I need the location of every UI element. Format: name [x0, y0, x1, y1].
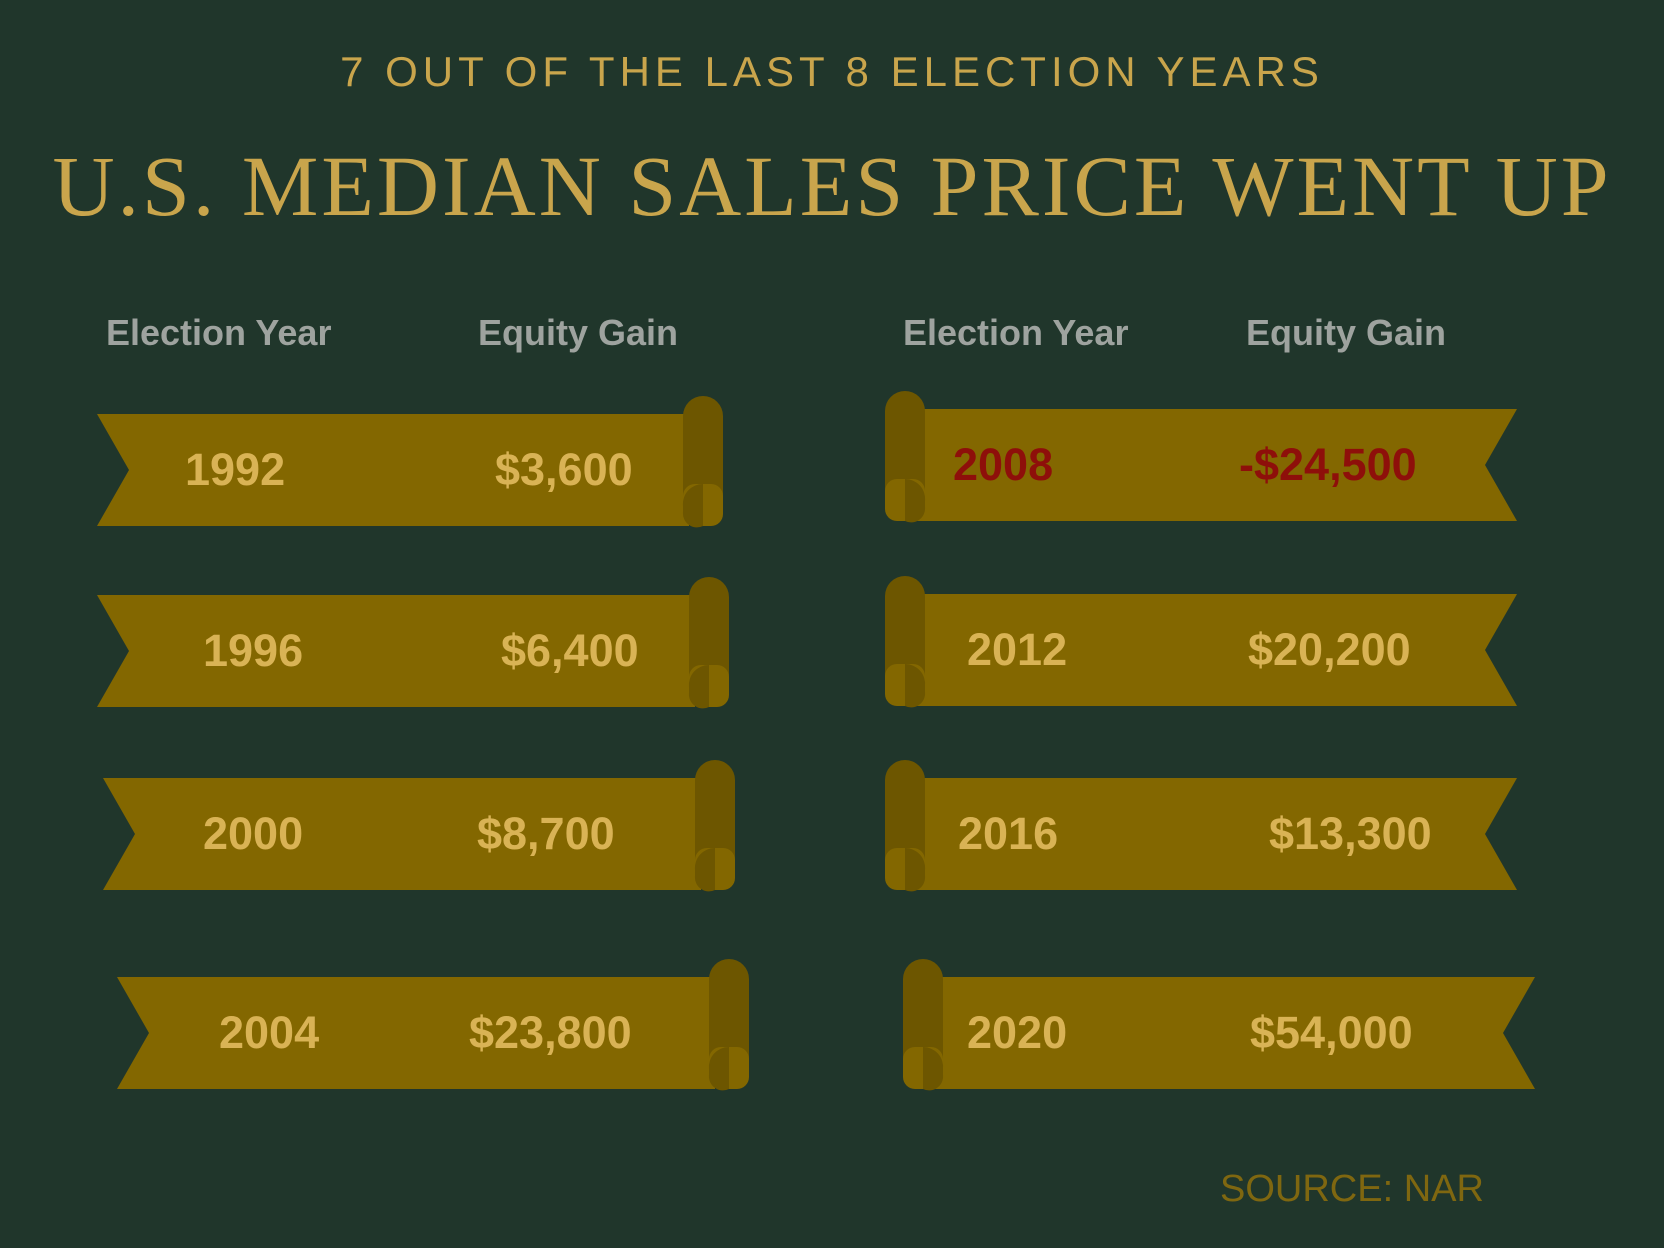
gain-value: $54,000 — [1250, 1007, 1413, 1058]
ribbon-row-2000: 2000 $8,700 — [103, 760, 735, 892]
ribbon-shape — [885, 576, 1517, 708]
ribbon-row-2020: 2020 $54,000 — [903, 959, 1535, 1091]
ribbon-row-1996: 1996 $6,400 — [97, 577, 729, 709]
ribbon-row-2016: 2016 $13,300 — [885, 760, 1517, 892]
left-gain-column-label: Equity Gain — [478, 312, 679, 353]
ribbon-shape — [885, 760, 1517, 892]
gain-value: $23,800 — [469, 1007, 632, 1058]
ribbon-shape — [885, 391, 1517, 523]
right-gain-column-label: Equity Gain — [1246, 312, 1447, 353]
year-value: 2008 — [953, 439, 1054, 490]
year-value: 1992 — [185, 444, 286, 495]
year-value: 2012 — [967, 624, 1068, 675]
gain-value: $20,200 — [1248, 624, 1411, 675]
ribbon-row-2012: 2012 $20,200 — [885, 576, 1517, 708]
ribbon-shape — [117, 959, 749, 1091]
ribbon-shape — [97, 396, 723, 528]
ribbon-shape — [97, 577, 729, 709]
year-value: 2004 — [219, 1007, 320, 1058]
ribbon-row-2004: 2004 $23,800 — [117, 959, 749, 1091]
year-value: 2020 — [967, 1007, 1068, 1058]
year-value: 2000 — [203, 808, 304, 859]
source-note: SOURCE: NAR — [1220, 1168, 1484, 1210]
gain-value: $6,400 — [501, 625, 639, 676]
ribbon-shape — [903, 959, 1535, 1091]
gain-value: -$24,500 — [1239, 439, 1417, 490]
ribbon-row-2008: 2008 -$24,500 — [885, 391, 1517, 523]
subtitle: 7 OUT OF THE LAST 8 ELECTION YEARS — [340, 48, 1324, 95]
left-year-column-label: Election Year — [106, 312, 332, 353]
ribbon-shape — [103, 760, 735, 892]
ribbon-row-1992: 1992 $3,600 — [97, 396, 729, 528]
page-title: U.S. MEDIAN SALES PRICE WENT UP — [52, 138, 1612, 234]
gain-value: $13,300 — [1269, 808, 1432, 859]
year-value: 1996 — [203, 625, 304, 676]
gain-value: $3,600 — [495, 444, 633, 495]
gain-value: $8,700 — [477, 808, 615, 859]
year-value: 2016 — [958, 808, 1059, 859]
right-year-column-label: Election Year — [903, 312, 1129, 353]
